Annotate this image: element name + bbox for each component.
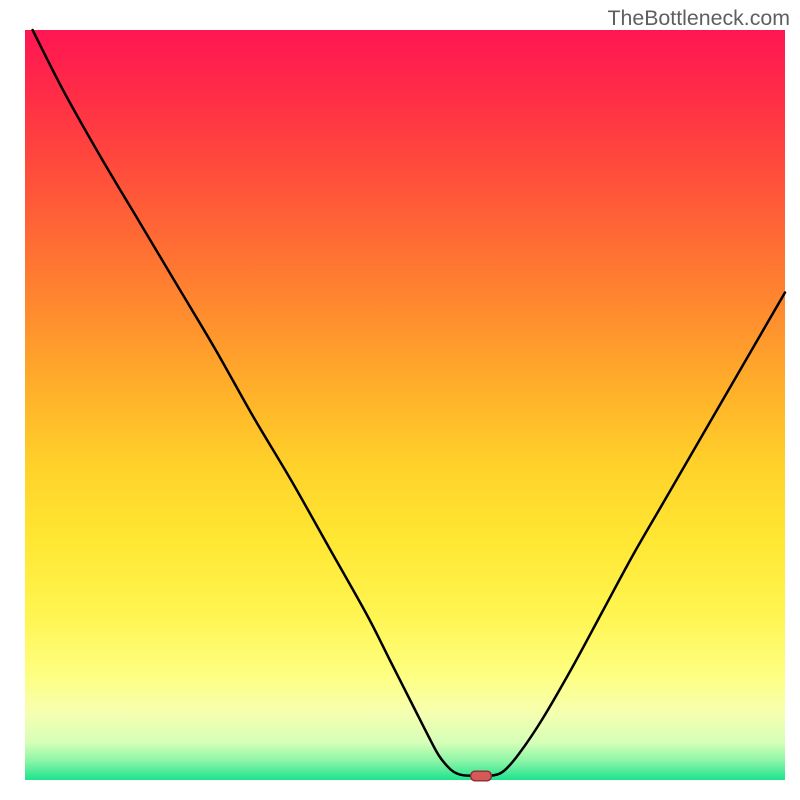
watermark-text: TheBottleneck.com (607, 6, 790, 31)
optimum-marker (470, 770, 492, 781)
bottleneck-chart: TheBottleneck.com (0, 0, 800, 800)
gradient-background (0, 0, 800, 800)
